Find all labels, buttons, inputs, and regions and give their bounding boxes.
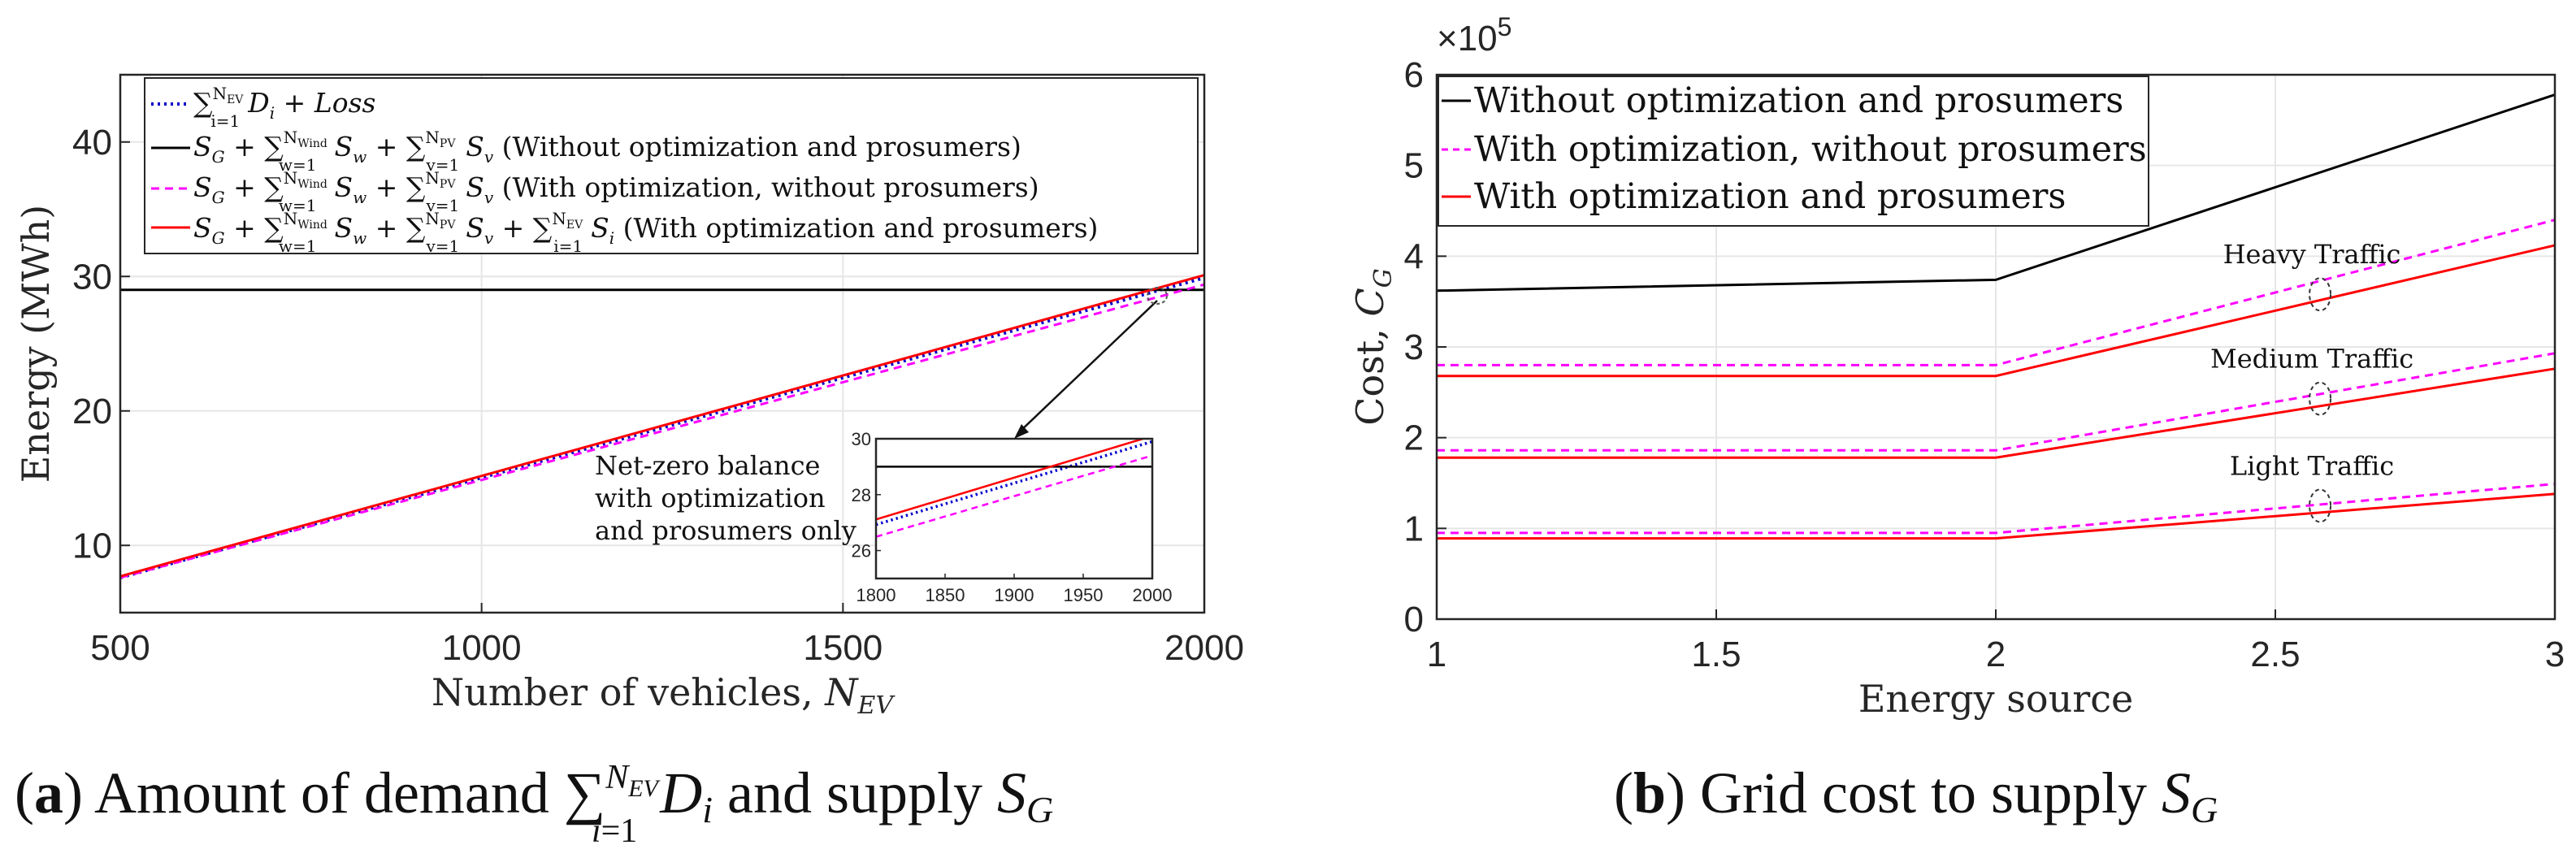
inset-ytick-label: 30 bbox=[852, 429, 871, 449]
panel-a: 500 1000 1500 2000 10 20 30 40 ∑NEV i=1Di + Loss… bbox=[14, 73, 1244, 850]
inset-ytick-label: 26 bbox=[852, 541, 871, 561]
inset-series-line-2 bbox=[876, 454, 1152, 538]
b-series-line-2 bbox=[1437, 244, 2556, 378]
traffic-ellipse bbox=[2309, 277, 2332, 312]
panel-b-legend: Without optimization and prosumers With … bbox=[1438, 76, 2149, 227]
legend-b-entry-0: Without optimization and prosumers bbox=[1474, 80, 2123, 121]
a-series-line-3 bbox=[119, 274, 1205, 578]
traffic-label: Medium Traffic bbox=[2210, 344, 2413, 375]
b-series-line-6 bbox=[1437, 492, 2556, 540]
panel-b-exponent: ×105 bbox=[1437, 12, 1511, 58]
traffic-label: Heavy Traffic bbox=[2223, 239, 2401, 270]
legend-b-entry-2: With optimization and prosumers bbox=[1474, 176, 2066, 217]
panel-a-inset: 1800 1850 1900 1950 2000 26 28 30 bbox=[852, 429, 1173, 605]
b-series-line-5 bbox=[1437, 483, 2556, 535]
inset-arrow bbox=[1014, 300, 1158, 439]
legend-b-entry-1: With optimization, without prosumers bbox=[1474, 129, 2147, 170]
b-ytick-label: 5 bbox=[1404, 146, 1424, 186]
traffic-ellipse bbox=[2309, 488, 2332, 523]
legend-a-entry-no-opt: SG + ∑NWind w=1Sw + ∑NPV v=1Sv (Without op… bbox=[193, 128, 1021, 175]
inset-xtick-label: 1800 bbox=[856, 585, 896, 605]
panel-b-xlabel: Energy source bbox=[1858, 677, 2133, 721]
legend-a-entry-opt-pros: SG + ∑NWind w=1Sw + ∑NPV v=1Sv + ∑NEV i=1Si… bbox=[193, 209, 1098, 256]
b-xtick-label: 1.5 bbox=[1691, 635, 1741, 674]
b-ytick-label: 2 bbox=[1404, 418, 1424, 458]
legend-a-entry-opt: SG + ∑NWind w=1Sw + ∑NPV v=1Sv (With optim… bbox=[193, 168, 1039, 215]
b-xtick-label: 2 bbox=[1986, 635, 2006, 674]
inset-ytick-label: 28 bbox=[852, 485, 871, 505]
panel-b-ylabel: Cost, CG bbox=[1348, 268, 1398, 425]
caption-b: (b) Grid cost to supply SG bbox=[1614, 760, 2218, 830]
inset-xtick-label: 1950 bbox=[1064, 585, 1104, 605]
b-ytick-label: 1 bbox=[1404, 509, 1424, 548]
b-xtick-label: 1 bbox=[1427, 635, 1446, 674]
b-series-line-1 bbox=[1437, 219, 2556, 366]
b-ytick-label: 4 bbox=[1404, 236, 1424, 276]
a-xtick-label: 1000 bbox=[442, 628, 522, 668]
inset-series-group bbox=[876, 439, 1152, 538]
inset-annotation-line: and prosumers only bbox=[595, 515, 856, 546]
b-ytick-label: 0 bbox=[1404, 600, 1424, 639]
b-series-line-0 bbox=[1436, 93, 2556, 292]
panel-a-ylabel: Energy (MWh) bbox=[14, 205, 58, 483]
panel-a-legend: ∑NEV i=1Di + Loss SG + ∑NWind w=1Sw + ∑NPV… bbox=[144, 77, 1199, 256]
inset-series-line-0 bbox=[876, 440, 1152, 526]
b-xtick-label: 3 bbox=[2545, 635, 2565, 674]
a-series-line-2 bbox=[119, 283, 1205, 579]
b-series-line-3 bbox=[1437, 352, 2556, 452]
traffic-label: Light Traffic bbox=[2230, 450, 2394, 481]
zoom-marker-ellipse bbox=[1147, 287, 1168, 305]
a-ytick-label: 40 bbox=[72, 123, 112, 162]
a-ytick-label: 10 bbox=[72, 526, 112, 566]
a-xtick-label: 2000 bbox=[1164, 628, 1244, 668]
panel-a-frame bbox=[119, 73, 1206, 614]
panel-a-xlabel: Number of vehicles, NEV bbox=[432, 670, 896, 720]
inset-series-line-3 bbox=[876, 439, 1147, 521]
a-series-line-0 bbox=[119, 275, 1205, 579]
b-xtick-label: 2.5 bbox=[2250, 635, 2300, 674]
inset-xtick-label: 1850 bbox=[926, 585, 965, 605]
b-series-line-4 bbox=[1437, 367, 2556, 459]
a-ytick-label: 30 bbox=[72, 257, 112, 297]
inset-xtick-label: 2000 bbox=[1133, 585, 1173, 605]
inset-annotation-line: with optimization bbox=[595, 483, 826, 514]
inset-xtick-label: 1900 bbox=[995, 585, 1034, 605]
a-ytick-label: 20 bbox=[72, 392, 112, 431]
a-xtick-label: 1500 bbox=[803, 628, 883, 668]
a-xtick-label: 500 bbox=[90, 628, 150, 668]
b-ytick-label: 6 bbox=[1404, 55, 1424, 95]
b-ytick-label: 3 bbox=[1404, 327, 1424, 367]
traffic-ellipse bbox=[2309, 381, 2332, 416]
inset-annotation-line: Net-zero balance bbox=[595, 450, 820, 481]
caption-a: (a) Amount of demand ∑NEV i=1Di and suppl… bbox=[15, 759, 1053, 850]
